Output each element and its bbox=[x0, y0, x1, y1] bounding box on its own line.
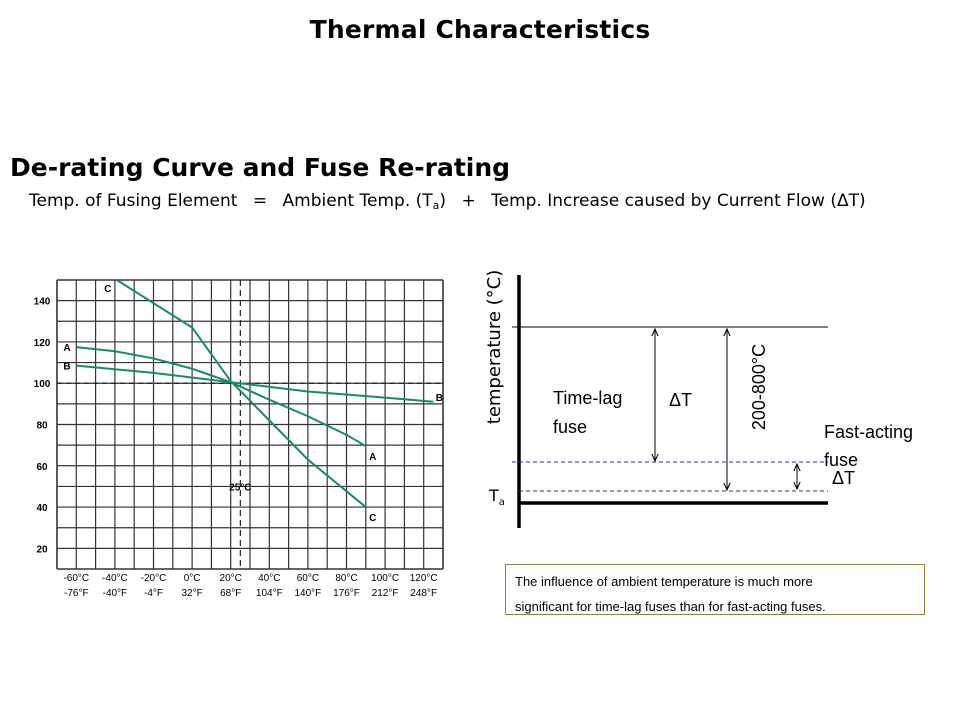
series-label-start-a: A bbox=[63, 343, 70, 354]
section-subtitle: De-rating Curve and Fuse Re-rating bbox=[10, 153, 511, 182]
temperature-axis-label: temperature (°C) bbox=[484, 270, 505, 424]
equation-term1-sub: a bbox=[432, 199, 440, 212]
note-line-2: significant for time-lag fuses than for … bbox=[515, 599, 826, 614]
series-label-start-b: B bbox=[63, 362, 70, 373]
time-lag-label-line1: Time-lag bbox=[553, 388, 622, 408]
x-tick-label-fahrenheit: -40°F bbox=[103, 588, 128, 599]
y-tick-label: 60 bbox=[36, 462, 48, 473]
y-tick-label: 20 bbox=[36, 544, 48, 555]
y-tick-label: 40 bbox=[36, 503, 48, 514]
x-tick-label-celsius: -40°C bbox=[102, 573, 128, 584]
x-tick-label-fahrenheit: 140°F bbox=[295, 588, 322, 599]
x-tick-label-celsius: 20°C bbox=[220, 573, 242, 584]
equation-lhs: Temp. of Fusing Element bbox=[29, 191, 238, 211]
y-tick-label: 100 bbox=[34, 379, 51, 390]
x-tick-label-celsius: 80°C bbox=[335, 573, 357, 584]
series-line-a bbox=[76, 346, 367, 448]
x-tick-label-fahrenheit: 32°F bbox=[181, 588, 202, 599]
y-tick-label: 120 bbox=[34, 338, 51, 349]
series-label-end-c: C bbox=[369, 513, 376, 524]
series-label-start-c: C bbox=[104, 284, 111, 295]
x-tick-label-fahrenheit: 212°F bbox=[372, 588, 399, 599]
x-tick-label-fahrenheit: -4°F bbox=[144, 588, 163, 599]
ta-label-main: T bbox=[488, 486, 499, 505]
ta-label: Ta bbox=[488, 486, 505, 508]
temperature-equation: Temp. of Fusing Element = Ambient Temp. … bbox=[29, 191, 866, 212]
series-line-b bbox=[76, 364, 434, 403]
chart-grid bbox=[56, 279, 444, 570]
x-tick-label-fahrenheit: 104°F bbox=[256, 588, 283, 599]
x-tick-label-celsius: 100°C bbox=[371, 573, 399, 584]
fuse-temperature-diagram: temperature (°C) Ta Time-lag fuse ΔT 200… bbox=[484, 270, 913, 528]
x-tick-label-celsius: 0°C bbox=[184, 573, 201, 584]
y-tick-label: 80 bbox=[36, 421, 48, 432]
note-line-1: The influence of ambient temperature is … bbox=[515, 574, 813, 589]
equation-term1: Ambient Temp. (Ta ) bbox=[283, 191, 447, 212]
series-label-end-a: A bbox=[369, 452, 376, 463]
equation-term2: Temp. Increase caused by Current Flow (Δ… bbox=[491, 191, 866, 211]
x-tick-label-fahrenheit: 248°F bbox=[410, 588, 437, 599]
x-tick-label-celsius: 120°C bbox=[410, 573, 438, 584]
time-lag-delta-label: ΔT bbox=[669, 390, 692, 410]
x-tick-label-celsius: -60°C bbox=[63, 573, 89, 584]
x-tick-label-fahrenheit: 68°F bbox=[220, 588, 241, 599]
x-tick-label-fahrenheit: 176°F bbox=[333, 588, 360, 599]
fast-acting-delta-label: ΔT bbox=[832, 468, 855, 488]
note-box: The influence of ambient temperature is … bbox=[505, 564, 925, 615]
range-label: 200-800°C bbox=[749, 344, 769, 430]
time-lag-label-line2: fuse bbox=[553, 417, 587, 437]
equation-term1-close: ) bbox=[439, 191, 447, 211]
equation-term1-text: Ambient Temp. (T bbox=[282, 191, 433, 211]
fast-acting-label-line1: Fast-acting bbox=[824, 422, 913, 442]
x-tick-label-celsius: 60°C bbox=[297, 573, 319, 584]
x-tick-label-celsius: -20°C bbox=[141, 573, 167, 584]
fast-acting-label-line2: fuse bbox=[824, 450, 858, 470]
y-tick-label: 140 bbox=[34, 297, 51, 308]
ta-label-sub: a bbox=[499, 497, 505, 508]
reference-lines: 25°C bbox=[57, 280, 443, 569]
reference-label-25c: 25°C bbox=[229, 483, 251, 494]
page-title: Thermal Characteristics bbox=[309, 15, 651, 44]
series-line-c bbox=[116, 279, 367, 508]
series-label-end-b: B bbox=[436, 393, 443, 404]
equation-equals: = bbox=[252, 191, 268, 211]
x-tick-label-fahrenheit: -76°F bbox=[64, 588, 89, 599]
equation-plus: + bbox=[461, 191, 476, 211]
x-tick-label-celsius: 40°C bbox=[258, 573, 280, 584]
chart-ticks: 20 40 60 80 100 120 140 -60°C -76°F -40°C -40°F -20… bbox=[34, 297, 438, 599]
